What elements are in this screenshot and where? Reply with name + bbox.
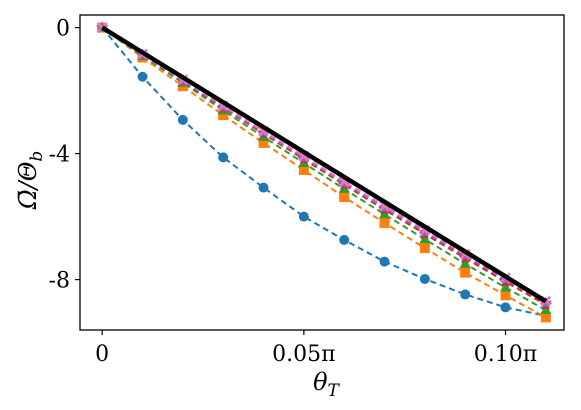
plot-area [96,21,553,323]
data-point [258,137,269,148]
data-point [460,289,471,300]
x-tick-label: 0.05π [272,342,335,367]
data-point [379,217,390,228]
x-tick-label: 0 [95,342,109,367]
data-point [298,164,309,175]
data-point [419,243,430,254]
data-point [379,208,391,219]
x-tick-label: 0.10π [474,342,537,367]
series-6 [100,25,548,304]
series-line [101,26,547,312]
data-point [459,257,471,268]
data-point [218,152,229,163]
series-line [101,26,547,304]
series-line [101,26,547,306]
series-0 [97,22,551,321]
y-tick-label: -4 [49,143,70,168]
plot-frame [79,14,565,331]
data-point [460,267,471,278]
x-axis-label: θT [313,368,340,401]
data-point [218,110,229,121]
data-point [500,290,511,301]
data-point [339,234,350,245]
y-axis-label: Ω̄/Θb [14,151,47,211]
series-line [101,26,547,317]
data-point [339,192,350,203]
data-point [540,304,552,315]
axis-ticks: 0 0.05π 0.10π 0 -4 -8 [49,17,538,367]
data-point [298,211,309,222]
data-point [419,233,431,244]
y-tick-label: -8 [49,269,70,294]
data-point [379,256,390,267]
data-point [258,182,269,193]
data-point [540,312,551,323]
data-point [177,114,188,125]
data-point [500,302,511,313]
series-line [100,25,548,304]
data-point [137,71,148,82]
y-tick-label: 0 [56,17,70,42]
data-point [500,281,512,292]
data-point [338,182,350,193]
series-line [101,26,547,319]
data-point [419,273,430,284]
